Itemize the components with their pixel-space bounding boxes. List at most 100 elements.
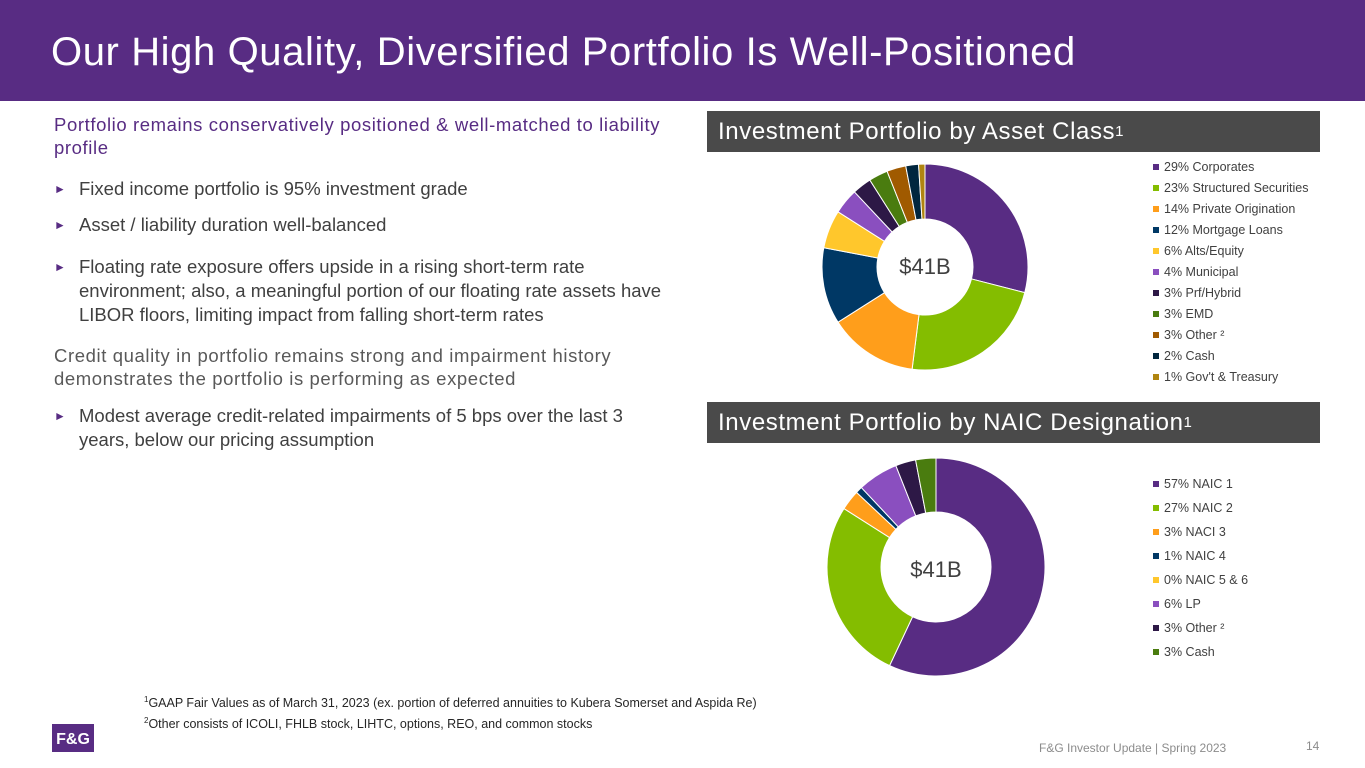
bullet-arrow-icon: ►	[54, 182, 66, 196]
footnote-2: 2Other consists of ICOLI, FHLB stock, LI…	[144, 712, 757, 733]
left-text-column: Portfolio remains conservatively positio…	[54, 113, 674, 452]
legend-item: 3% Other ²	[1153, 324, 1309, 345]
asset-class-chart-title-text: Investment Portfolio by Asset Class	[718, 117, 1116, 145]
legend-label: 12% Mortgage Loans	[1164, 222, 1283, 237]
legend-label: 3% NACI 3	[1164, 525, 1226, 539]
bullet-text: Modest average credit-related impairment…	[79, 405, 623, 450]
legend-item: 29% Corporates	[1153, 156, 1309, 177]
bullet-item: ► Floating rate exposure offers upside i…	[54, 255, 674, 327]
fg-logo: F&G	[52, 724, 94, 752]
legend-swatch	[1153, 163, 1159, 170]
naic-donut-chart	[826, 457, 1046, 677]
legend-label: 2% Cash	[1164, 348, 1215, 363]
legend-swatch	[1153, 184, 1159, 191]
legend-label: 6% LP	[1164, 597, 1201, 611]
pie-slice-naic-2	[826, 507, 914, 667]
footnote-text: Other consists of ICOLI, FHLB stock, LIH…	[148, 717, 593, 732]
legend-swatch	[1153, 601, 1159, 607]
legend-swatch	[1153, 289, 1159, 296]
page-title: Our High Quality, Diversified Portfolio …	[51, 30, 1076, 74]
legend-label: 3% Other ²	[1164, 327, 1225, 342]
legend-item: 57% NAIC 1	[1153, 472, 1248, 496]
bullet-item: ► Fixed income portfolio is 95% investme…	[54, 177, 674, 201]
legend-label: 3% Prf/Hybrid	[1164, 285, 1242, 300]
bullet-text: Asset / liability duration well-balanced	[79, 214, 387, 235]
heading-credit-quality: Credit quality in portfolio remains stro…	[54, 345, 612, 389]
legend-swatch	[1153, 331, 1159, 338]
naic-chart-title: Investment Portfolio by NAIC Designation…	[707, 402, 1320, 443]
legend-swatch	[1153, 352, 1159, 359]
footnote-1: 1GAAP Fair Values as of March 31, 2023 (…	[144, 691, 757, 712]
legend-label: 3% Other ²	[1164, 621, 1225, 635]
legend-label: 29% Corporates	[1164, 159, 1255, 174]
legend-label: 14% Private Origination	[1164, 201, 1296, 216]
pie-slice-structured-securities	[911, 278, 1026, 371]
bullet-item: ► Asset / liability duration well-balanc…	[54, 213, 674, 237]
legend-item: 3% Other ²	[1153, 616, 1248, 640]
bullet-arrow-icon: ►	[54, 218, 66, 232]
pie-slice-gov-t-treasury	[918, 163, 926, 220]
legend-swatch	[1153, 625, 1159, 631]
asset-class-donut-chart	[821, 163, 1029, 371]
bullet-text: Fixed income portfolio is 95% investment…	[79, 178, 468, 199]
legend-item: 2% Cash	[1153, 345, 1309, 366]
legend-item: 3% Prf/Hybrid	[1153, 282, 1309, 303]
legend-swatch	[1153, 268, 1159, 275]
legend-swatch	[1153, 505, 1159, 511]
legend-item: 0% NAIC 5 & 6	[1153, 568, 1248, 592]
asset-class-legend: 29% Corporates 23% Structured Securities 1…	[1153, 156, 1309, 387]
legend-swatch	[1153, 577, 1159, 583]
footnote-text: GAAP Fair Values as of March 31, 2023 (e…	[148, 696, 757, 711]
naic-chart-title-text: Investment Portfolio by NAIC Designation	[718, 408, 1184, 436]
legend-swatch	[1153, 205, 1159, 212]
legend-item: 14% Private Origination	[1153, 198, 1309, 219]
legend-item: 3% NACI 3	[1153, 520, 1248, 544]
legend-item: 1% NAIC 4	[1153, 544, 1248, 568]
naic-legend: 57% NAIC 1 27% NAIC 2 3% NACI 3 1% NAIC 4 0%…	[1153, 472, 1248, 664]
pie-slice-corporates	[924, 163, 1029, 294]
bullet-arrow-icon: ►	[54, 409, 66, 423]
legend-label: 27% NAIC 2	[1164, 501, 1233, 515]
bullet-arrow-icon: ►	[54, 260, 66, 274]
heading-portfolio: Portfolio remains conservatively positio…	[54, 114, 661, 158]
legend-swatch	[1153, 529, 1159, 535]
pie-slice-cash	[914, 457, 937, 514]
legend-swatch	[1153, 481, 1159, 487]
legend-item: 27% NAIC 2	[1153, 496, 1248, 520]
asset-class-center-label: $41B	[899, 254, 951, 279]
legend-item: 6% LP	[1153, 592, 1248, 616]
legend-label: 57% NAIC 1	[1164, 477, 1233, 491]
title-bar: Our High Quality, Diversified Portfolio …	[0, 0, 1365, 101]
legend-swatch	[1153, 649, 1159, 655]
pie-slice-naic-1	[888, 457, 1046, 677]
legend-label: 1% NAIC 4	[1164, 549, 1226, 563]
legend-item: 4% Municipal	[1153, 261, 1309, 282]
logo-text: F&G	[56, 731, 90, 748]
legend-label: 3% Cash	[1164, 645, 1215, 659]
legend-item: 3% Cash	[1153, 640, 1248, 664]
footnote-marker: 2	[144, 716, 149, 726]
naic-center-label: $41B	[910, 557, 962, 582]
legend-swatch	[1153, 373, 1159, 380]
legend-item: 3% EMD	[1153, 303, 1309, 324]
legend-swatch	[1153, 310, 1159, 317]
legend-swatch	[1153, 553, 1159, 559]
bullet-item: ► Modest average credit-related impairme…	[54, 404, 674, 452]
legend-label: 1% Gov't & Treasury	[1164, 369, 1279, 384]
legend-item: 6% Alts/Equity	[1153, 240, 1309, 261]
legend-item: 12% Mortgage Loans	[1153, 219, 1309, 240]
asset-class-chart-title: Investment Portfolio by Asset Class 1	[707, 111, 1320, 152]
legend-label: 23% Structured Securities	[1164, 180, 1309, 195]
legend-swatch	[1153, 226, 1159, 233]
legend-item: 23% Structured Securities	[1153, 177, 1309, 198]
legend-label: 3% EMD	[1164, 306, 1214, 321]
footer-text: F&G Investor Update | Spring 2023	[1039, 741, 1227, 755]
footnote-marker: 1	[144, 695, 149, 704]
footnotes: 1GAAP Fair Values as of March 31, 2023 (…	[144, 691, 757, 733]
legend-label: 4% Municipal	[1164, 264, 1239, 279]
legend-label: 0% NAIC 5 & 6	[1164, 573, 1249, 587]
bullet-text: Floating rate exposure offers upside in …	[79, 256, 662, 325]
legend-item: 1% Gov't & Treasury	[1153, 366, 1309, 387]
page-number: 14	[1306, 739, 1320, 753]
legend-swatch	[1153, 247, 1159, 254]
